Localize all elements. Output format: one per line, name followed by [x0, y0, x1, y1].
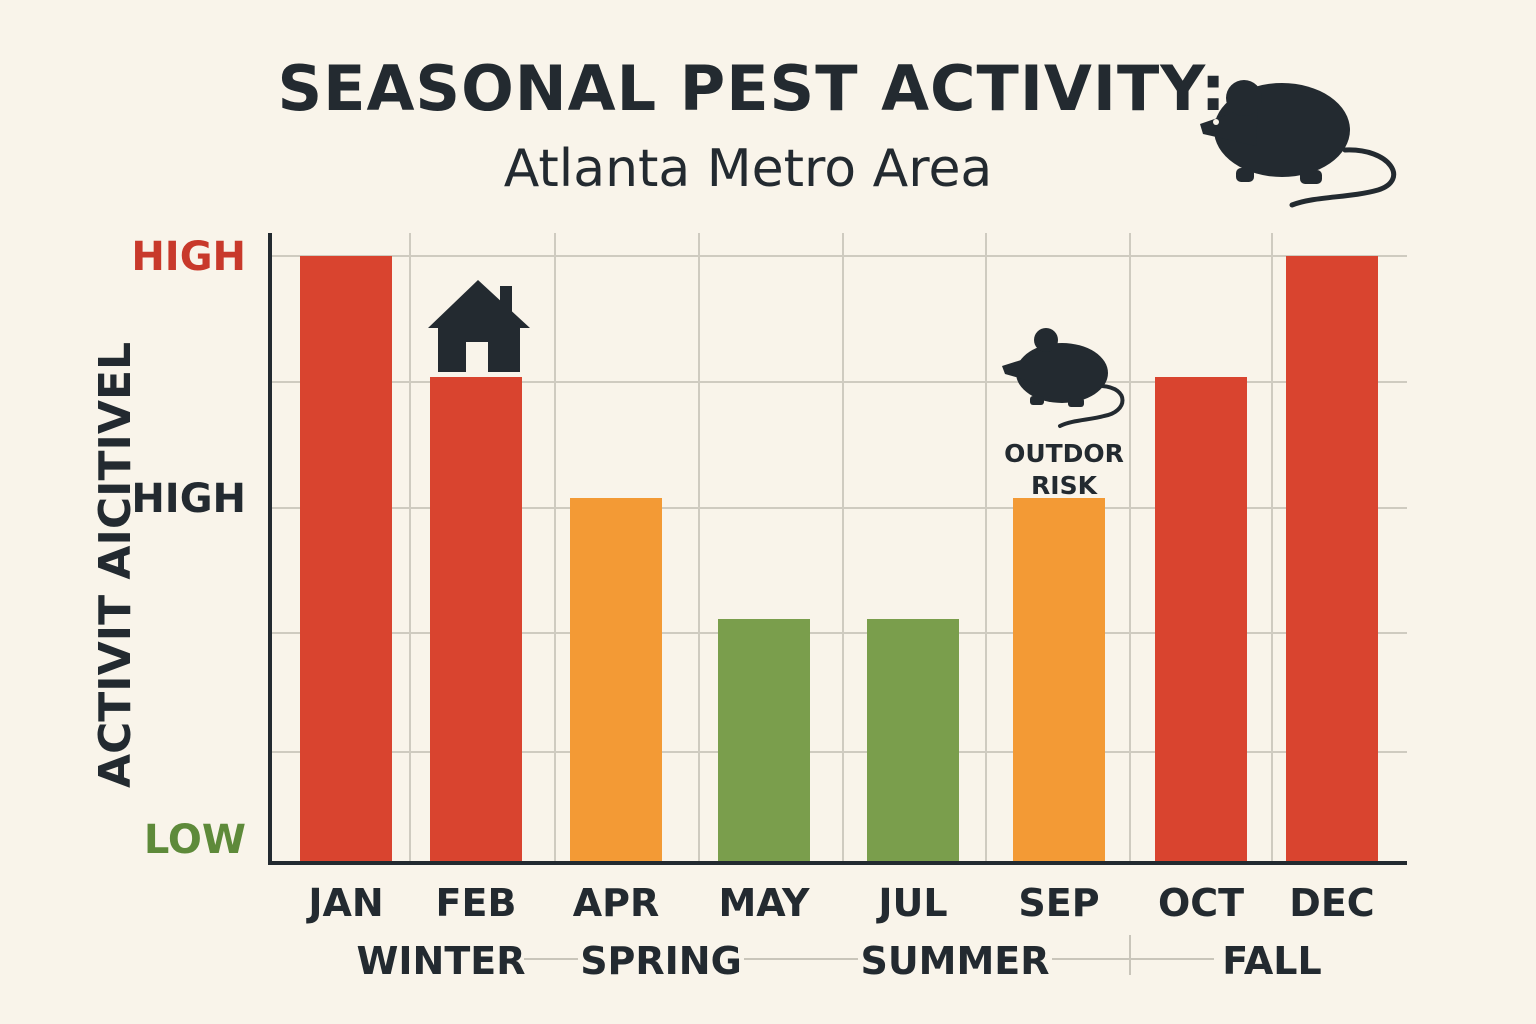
- rat-icon: [1200, 80, 1397, 208]
- x-tick-label-may: MAY: [718, 881, 810, 925]
- house-icon: [428, 280, 530, 372]
- bar-feb: [430, 377, 522, 861]
- chart-title: SEASONAL PEST ACTIVITY:: [277, 52, 1226, 125]
- x-tick-label-apr: APR: [573, 881, 660, 925]
- x-tick-label-jan: JAN: [305, 881, 383, 925]
- bars: [300, 256, 1378, 861]
- season-label-summer: SUMMER: [860, 939, 1049, 983]
- y-level-label-high: HIGH: [131, 234, 246, 280]
- chart-subtitle: Atlanta Metro Area: [504, 139, 993, 199]
- x-tick-labels: JAN FEB APR MAY JUL SEP OCT DEC: [305, 881, 1374, 925]
- mouse-icon: [1002, 328, 1125, 428]
- bar-oct: [1155, 377, 1247, 861]
- season-label-fall: FALL: [1222, 939, 1321, 983]
- x-tick-label-dec: DEC: [1289, 881, 1374, 925]
- bar-may: [718, 619, 810, 861]
- season-label-spring: SPRING: [580, 939, 742, 983]
- x-tick-label-oct: OCT: [1158, 881, 1244, 925]
- bar-dec: [1286, 256, 1378, 861]
- bar-jul: [867, 619, 959, 861]
- bar-apr: [570, 498, 662, 861]
- annotation-text-line1: OUTDOR: [1004, 439, 1124, 468]
- x-tick-label-jul: JUL: [875, 881, 947, 925]
- season-label-winter: WINTER: [357, 939, 526, 983]
- y-level-labels: HIGH HIGH LOW: [131, 234, 246, 863]
- x-tick-label-sep: SEP: [1018, 881, 1099, 925]
- y-level-label-high: HIGH: [131, 476, 246, 522]
- y-level-label-low: LOW: [144, 817, 246, 863]
- annotation-text-line2: RISK: [1031, 471, 1099, 500]
- bar-jan: [300, 256, 392, 861]
- y-axis-label: ACTIVIT AICITIVEL: [90, 342, 141, 788]
- x-tick-label-feb: FEB: [436, 881, 517, 925]
- bar-sep: [1013, 498, 1105, 861]
- season-row: WINTER SPRING SUMMER FALL: [357, 935, 1322, 983]
